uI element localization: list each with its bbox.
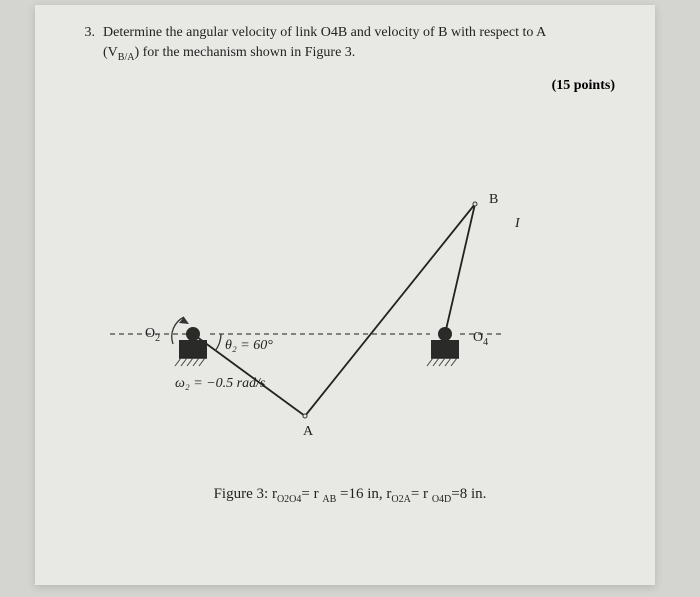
label-a: A (303, 424, 313, 440)
label-omega2: ω₂ = −0.5 rad/s (175, 376, 265, 392)
paper-sheet: 3. Determine the angular velocity of lin… (35, 5, 655, 585)
cap-sub2: AB (322, 494, 336, 505)
question-text: 3. Determine the angular velocity of lin… (75, 23, 625, 64)
joint-b (473, 202, 478, 207)
pivot-o2 (186, 327, 200, 341)
cap-eq2: = r (411, 486, 432, 502)
cap-end: =8 in. (451, 486, 486, 502)
label-o4: O4 (473, 330, 488, 348)
figure: O2 O4 A B I θ₂ = 60° ω₂ = −0.5 rad/s (75, 144, 625, 474)
label-i: I (515, 216, 519, 232)
cap-mid: =16 in, r (336, 486, 391, 502)
cap-eq1: = r (301, 486, 322, 502)
label-b: B (489, 192, 498, 208)
label-theta2: θ₂ = 60° (225, 338, 273, 354)
question-line2-sub: B/A (118, 51, 135, 62)
cap-sub3: O2A (391, 494, 410, 505)
joint-a (303, 414, 308, 419)
question-line2a: (V (103, 45, 118, 60)
question-body: Determine the angular velocity of link O… (103, 23, 625, 64)
figure-caption: Figure 3: rO2O4= r AB =16 in, rO2A= r O4… (75, 486, 625, 505)
question-number: 3. (75, 23, 103, 64)
mechanism-svg (75, 144, 635, 474)
pivot-o4 (438, 327, 452, 341)
label-o2: O2 (145, 326, 160, 344)
question-line1: Determine the angular velocity of link O… (103, 25, 546, 40)
points-label: (15 points) (75, 78, 615, 94)
cap-sub1: O2O4 (277, 494, 301, 505)
caption-prefix: Figure 3: (214, 486, 272, 502)
cap-sub4: O4D (432, 494, 451, 505)
question-line2b: ) for the mechanism shown in Figure 3. (134, 45, 355, 60)
